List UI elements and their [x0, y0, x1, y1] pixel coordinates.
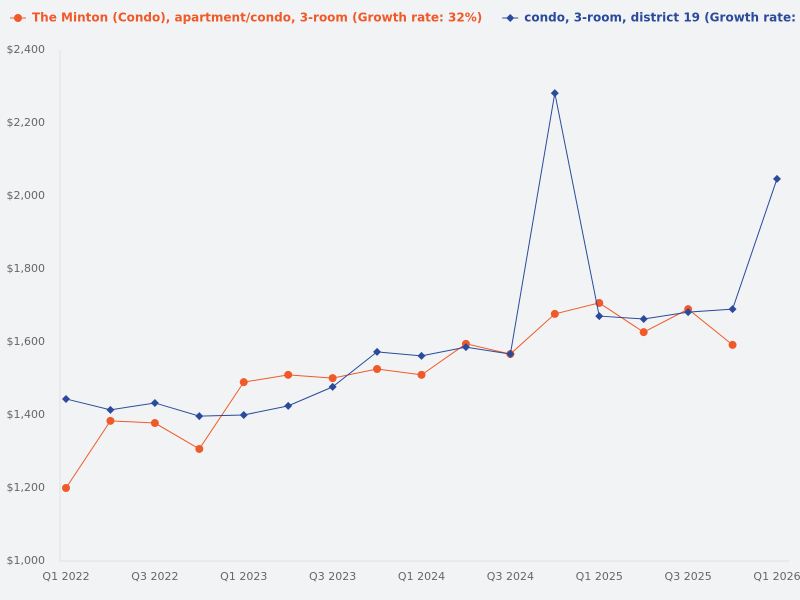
data-point — [62, 394, 70, 403]
data-point — [550, 309, 559, 318]
data-point — [684, 308, 693, 317]
x-tick-label: Q1 2025 — [576, 570, 623, 583]
x-tick-label: Q1 2024 — [398, 570, 445, 583]
data-point — [106, 416, 115, 425]
data-point — [506, 350, 515, 359]
data-point — [639, 315, 648, 324]
x-tick-label: Q3 2023 — [309, 570, 356, 583]
x-tick-label: Q3 2024 — [487, 570, 534, 583]
y-tick-label: $1,600 — [7, 335, 46, 348]
data-point — [195, 444, 204, 453]
x-tick-label: Q3 2022 — [131, 570, 178, 583]
y-tick-label: $1,200 — [7, 481, 46, 494]
y-tick-label: $1,000 — [7, 554, 46, 567]
data-point — [239, 378, 248, 387]
x-tick-label: Q3 2025 — [665, 570, 712, 583]
data-point — [328, 374, 337, 383]
data-point — [284, 370, 293, 379]
data-point — [62, 484, 70, 492]
data-point — [373, 347, 382, 356]
x-tick-label: Q1 2023 — [220, 570, 267, 583]
x-tick-label: Q1 2022 — [42, 570, 89, 583]
data-point — [195, 412, 204, 421]
y-tick-label: $2,400 — [7, 43, 46, 56]
y-tick-label: $2,200 — [7, 116, 46, 129]
data-point — [639, 328, 648, 337]
data-point — [150, 419, 159, 428]
data-point — [728, 305, 737, 314]
data-point — [773, 174, 781, 183]
data-point — [728, 340, 737, 349]
legend-marker — [14, 14, 22, 22]
x-tick-label: Q1 2026 — [753, 570, 800, 583]
data-point — [550, 89, 559, 98]
y-tick-label: $1,800 — [7, 262, 46, 275]
legend-text: condo, 3-room, district 19 (Growth rate:… — [524, 11, 800, 25]
data-point — [150, 398, 159, 407]
data-point — [373, 365, 382, 374]
legend-text: The Minton (Condo), apartment/condo, 3-r… — [32, 11, 482, 25]
data-point — [106, 405, 115, 414]
series-line — [65, 92, 778, 417]
data-point — [595, 312, 604, 321]
data-point — [461, 343, 470, 352]
y-tick-label: $2,000 — [7, 189, 46, 202]
legend-marker — [506, 14, 515, 22]
data-point — [284, 401, 293, 410]
data-point — [417, 351, 426, 360]
data-point — [417, 370, 426, 379]
series-line — [65, 302, 733, 489]
data-point — [239, 411, 248, 419]
data-point — [328, 382, 337, 391]
y-tick-label: $1,400 — [7, 408, 46, 421]
